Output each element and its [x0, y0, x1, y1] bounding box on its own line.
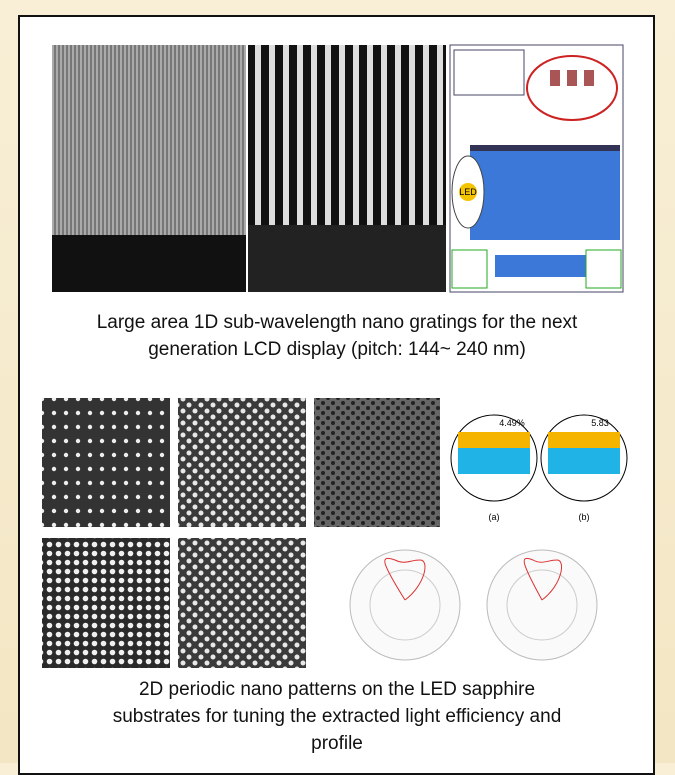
caption-line: 2D periodic nano patterns on the LED sap…	[139, 679, 535, 700]
sem-image	[314, 398, 440, 527]
polar-ring	[506, 569, 578, 641]
caption-line: Large area 1D sub-wavelength nano gratin…	[97, 312, 578, 333]
led-dot	[459, 183, 477, 201]
panel-label: (a)	[489, 512, 500, 522]
layer	[548, 432, 620, 448]
efficiency-label: 5.83	[591, 418, 609, 428]
zoom-ellipse	[526, 55, 618, 121]
panel-label: (b)	[579, 512, 590, 522]
caption-line: generation LCD display (pitch: 144~ 240 …	[148, 339, 526, 360]
sem-image-base	[52, 235, 246, 292]
sem-image	[248, 45, 446, 225]
sem-image	[178, 398, 306, 527]
layer	[548, 448, 620, 474]
layer	[458, 448, 530, 474]
sem-image	[42, 398, 170, 527]
polar-plot	[486, 549, 598, 661]
figure-2-images: 4.49% 5.83 (a) (b)	[42, 398, 628, 668]
caption-line: substrates for tuning the extracted ligh…	[113, 706, 562, 727]
shape	[584, 70, 594, 86]
caption-line: profile	[311, 733, 363, 754]
layer	[458, 432, 530, 448]
figure-1-images: LED	[52, 44, 624, 293]
label-box	[451, 249, 488, 289]
legend-box	[453, 49, 525, 96]
diagram-label: LED	[459, 187, 477, 197]
structure	[495, 255, 600, 277]
sem-image	[52, 45, 246, 235]
sem-image	[42, 538, 170, 668]
light-guide	[470, 150, 620, 240]
polar-curve	[523, 557, 562, 601]
shape	[567, 70, 577, 86]
efficiency-label: 4.49%	[499, 418, 525, 428]
sem-image	[178, 538, 306, 668]
layer	[470, 145, 620, 151]
polar-ring	[369, 569, 441, 641]
sem-image-base	[248, 225, 446, 292]
shape	[550, 70, 560, 86]
polar-plot	[349, 549, 461, 661]
label-box	[585, 249, 622, 289]
polar-curve	[384, 557, 426, 601]
